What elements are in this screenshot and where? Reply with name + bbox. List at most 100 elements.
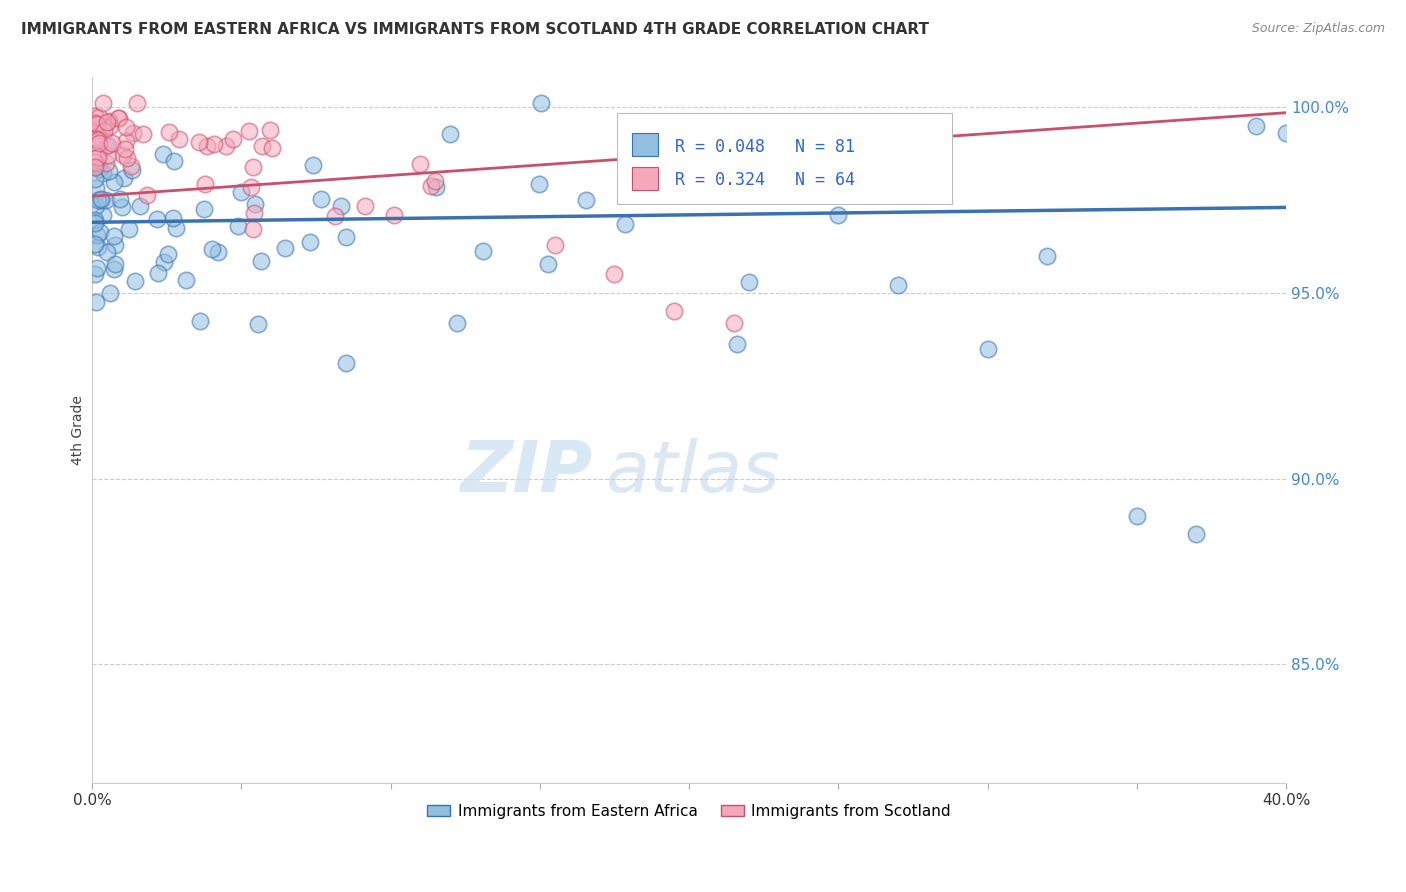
Point: [84, 213, 107, 227]
Point: [84, 118, 107, 132]
Point: [471, 244, 494, 259]
Point: [250, 254, 273, 268]
Point: [188, 313, 211, 327]
Point: [221, 132, 243, 146]
Point: [84, 236, 107, 251]
Point: [976, 342, 998, 356]
Point: [112, 171, 135, 186]
Point: [420, 179, 443, 194]
Point: [87, 150, 110, 164]
Point: [108, 111, 131, 125]
Point: [169, 132, 191, 146]
Point: [103, 257, 125, 271]
Point: [103, 175, 125, 189]
Point: [129, 199, 152, 213]
Point: [103, 262, 125, 277]
Point: [112, 148, 135, 162]
Text: Source: ZipAtlas.com: Source: ZipAtlas.com: [1251, 22, 1385, 36]
Point: [174, 272, 197, 286]
Text: IMMIGRANTS FROM EASTERN AFRICA VS IMMIGRANTS FROM SCOTLAND 4TH GRADE CORRELATION: IMMIGRANTS FROM EASTERN AFRICA VS IMMIGR…: [21, 22, 929, 37]
Point: [94, 139, 117, 153]
Point: [240, 180, 263, 194]
Point: [146, 212, 169, 227]
Point: [1275, 126, 1298, 140]
Point: [94, 156, 117, 170]
Point: [98, 120, 121, 134]
Point: [115, 134, 138, 148]
Point: [84, 171, 107, 186]
Point: [107, 111, 129, 125]
Point: [98, 164, 121, 178]
Point: [89, 225, 111, 239]
Point: [201, 242, 224, 256]
Point: [226, 219, 249, 233]
Point: [1185, 527, 1208, 541]
Point: [121, 163, 143, 178]
Point: [202, 137, 225, 152]
Point: [115, 120, 138, 134]
Point: [215, 138, 238, 153]
Point: [114, 142, 136, 156]
Point: [84, 151, 107, 165]
Text: R = 0.048   N = 81: R = 0.048 N = 81: [675, 137, 855, 155]
Point: [84, 130, 107, 145]
Point: [193, 202, 215, 216]
Point: [122, 126, 145, 140]
Point: [439, 127, 461, 141]
Point: [87, 133, 110, 147]
Y-axis label: 4th Grade: 4th Grade: [72, 395, 86, 465]
Point: [97, 147, 120, 161]
Point: [238, 124, 260, 138]
Point: [242, 161, 264, 175]
Point: [120, 159, 142, 173]
Text: R = 0.324   N = 64: R = 0.324 N = 64: [675, 171, 855, 189]
Point: [97, 138, 120, 153]
Point: [1036, 249, 1059, 263]
Point: [84, 116, 107, 130]
Bar: [631, 133, 658, 156]
Point: [90, 193, 112, 207]
Point: [100, 136, 122, 150]
Point: [721, 148, 744, 162]
Point: [96, 245, 118, 260]
Point: [87, 129, 110, 144]
FancyBboxPatch shape: [617, 112, 952, 204]
Point: [108, 192, 131, 206]
Point: [132, 128, 155, 142]
Point: [309, 192, 332, 206]
Point: [93, 123, 115, 137]
Point: [575, 194, 598, 208]
Point: [274, 241, 297, 255]
Legend: Immigrants from Eastern Africa, Immigrants from Scotland: Immigrants from Eastern Africa, Immigran…: [422, 797, 957, 825]
Point: [84, 198, 107, 212]
Point: [425, 174, 447, 188]
Point: [250, 138, 273, 153]
Point: [188, 135, 211, 149]
Point: [408, 156, 430, 170]
Point: [335, 229, 357, 244]
Point: [603, 267, 626, 281]
Point: [887, 278, 910, 293]
Point: [330, 199, 353, 213]
Point: [152, 147, 174, 161]
Point: [537, 257, 560, 271]
Point: [725, 336, 748, 351]
Point: [89, 161, 111, 176]
Point: [84, 295, 107, 310]
Point: [94, 194, 117, 208]
Point: [93, 209, 115, 223]
Point: [86, 161, 108, 175]
Point: [136, 188, 159, 202]
Point: [125, 96, 148, 111]
Point: [243, 197, 266, 211]
Point: [84, 160, 107, 174]
Point: [156, 247, 179, 261]
Point: [93, 96, 115, 111]
Point: [89, 110, 111, 124]
Point: [84, 109, 107, 123]
Point: [86, 228, 108, 243]
Point: [84, 216, 107, 230]
Point: [207, 245, 229, 260]
Point: [104, 238, 127, 252]
Point: [527, 177, 550, 191]
